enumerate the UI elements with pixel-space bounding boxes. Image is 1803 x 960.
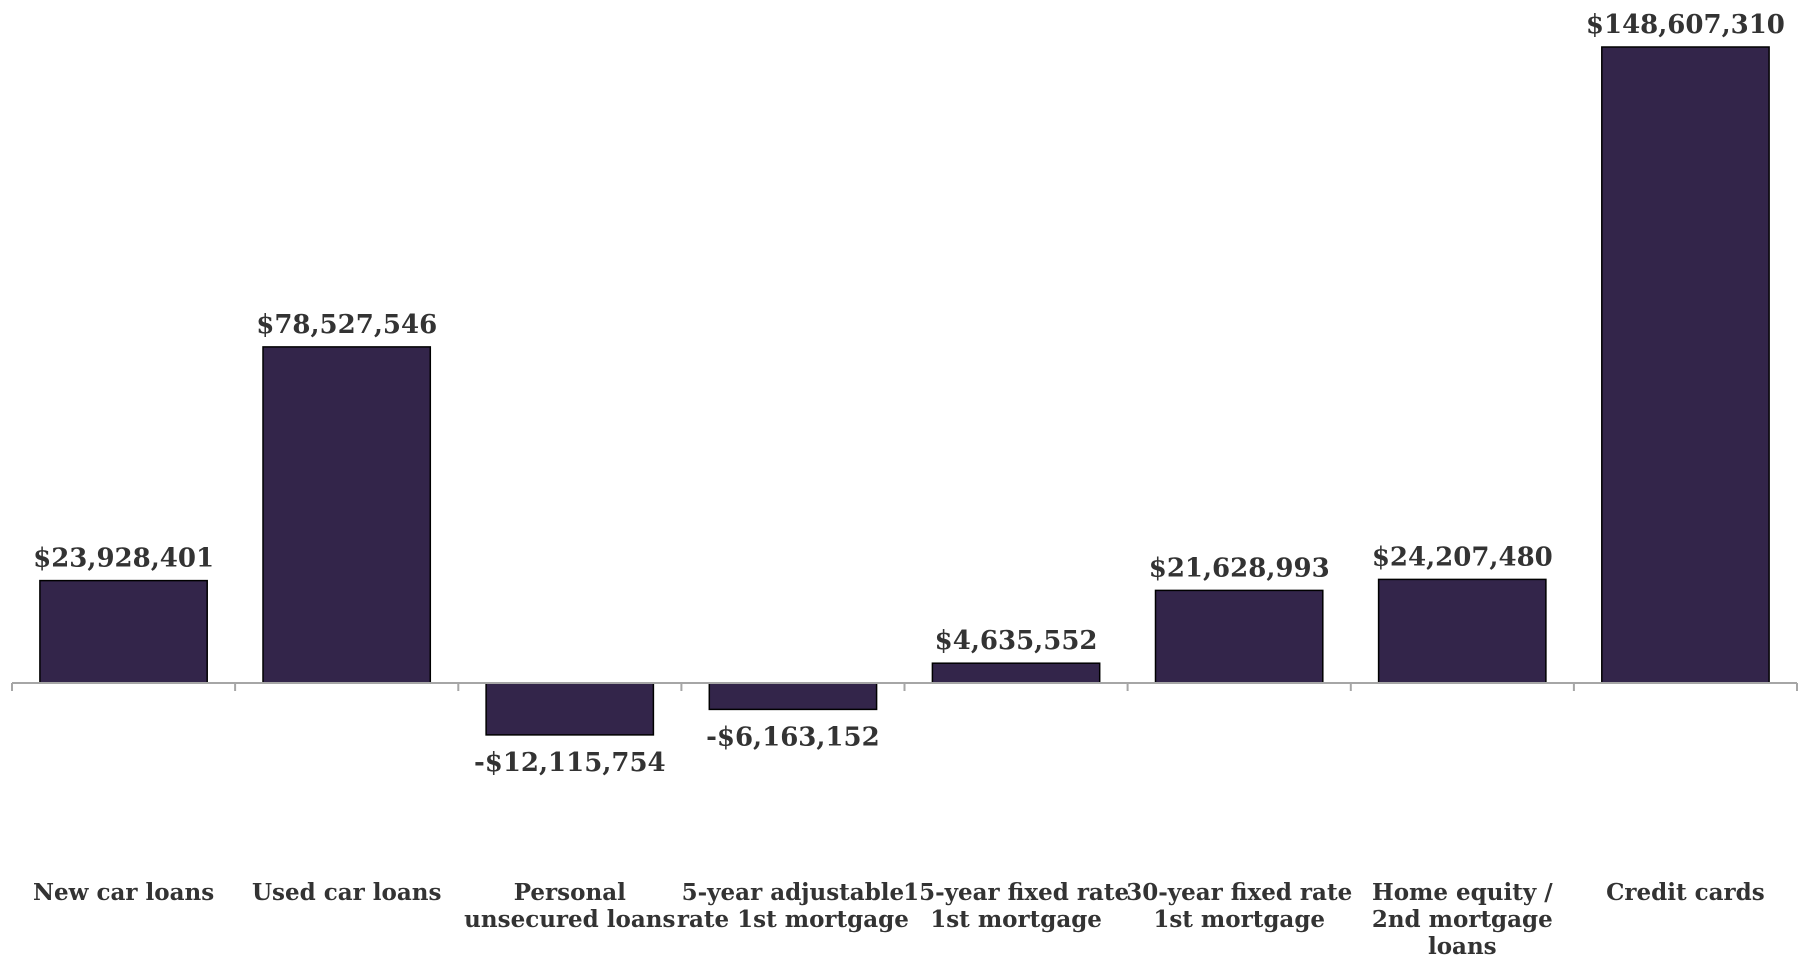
category-label-3: 5-year adjustable rate 1st mortgage	[677, 879, 909, 933]
bar-7	[1601, 46, 1770, 684]
data-label-3: -$6,163,152	[706, 722, 880, 752]
category-label-line: unsecured loans	[464, 906, 675, 933]
bar-5	[1154, 589, 1324, 684]
category-label-5: 30-year fixed rate 1st mortgage	[1126, 879, 1352, 933]
bar-3	[708, 682, 878, 711]
category-label-line: Home equity /	[1372, 879, 1553, 906]
category-label-line: Credit cards	[1606, 879, 1765, 906]
category-label-line: rate 1st mortgage	[677, 906, 909, 933]
category-label-line: New car loans	[33, 879, 214, 906]
category-label-line: 2nd mortgage	[1372, 906, 1553, 933]
category-label-line: 15-year fixed rate	[903, 879, 1129, 906]
data-label-0: $23,928,401	[33, 544, 214, 574]
category-label-4: 15-year fixed rate 1st mortgage	[903, 879, 1129, 933]
data-label-6: $24,207,480	[1372, 542, 1553, 572]
bar-0	[39, 579, 208, 684]
category-label-line: 5-year adjustable	[682, 879, 905, 906]
bar-6	[1377, 578, 1547, 684]
data-label-4: $4,635,552	[935, 626, 1098, 656]
category-label-line: 1st mortgage	[1153, 906, 1325, 933]
data-label-5: $21,628,993	[1149, 553, 1330, 583]
data-label-7: $148,607,310	[1586, 10, 1785, 40]
bar-4	[931, 662, 1101, 684]
bar-2	[485, 682, 655, 736]
category-label-line: loans	[1428, 933, 1497, 956]
data-label-2: -$12,115,754	[474, 748, 666, 778]
category-label-0: New car loans	[33, 879, 214, 906]
category-label-line: Personal	[514, 879, 626, 906]
category-label-1: Used car loans	[252, 879, 441, 906]
category-label-7: Credit cards	[1606, 879, 1765, 906]
category-label-line: 30-year fixed rate	[1126, 879, 1352, 906]
category-label-line: Used car loans	[252, 879, 441, 906]
category-label-line: 1st mortgage	[930, 906, 1102, 933]
category-label-6: Home equity /2nd mortgage loans	[1372, 879, 1553, 956]
bar-1	[262, 346, 432, 684]
data-label-1: $78,527,546	[256, 310, 437, 340]
category-label-2: Personal unsecured loans	[464, 879, 675, 933]
